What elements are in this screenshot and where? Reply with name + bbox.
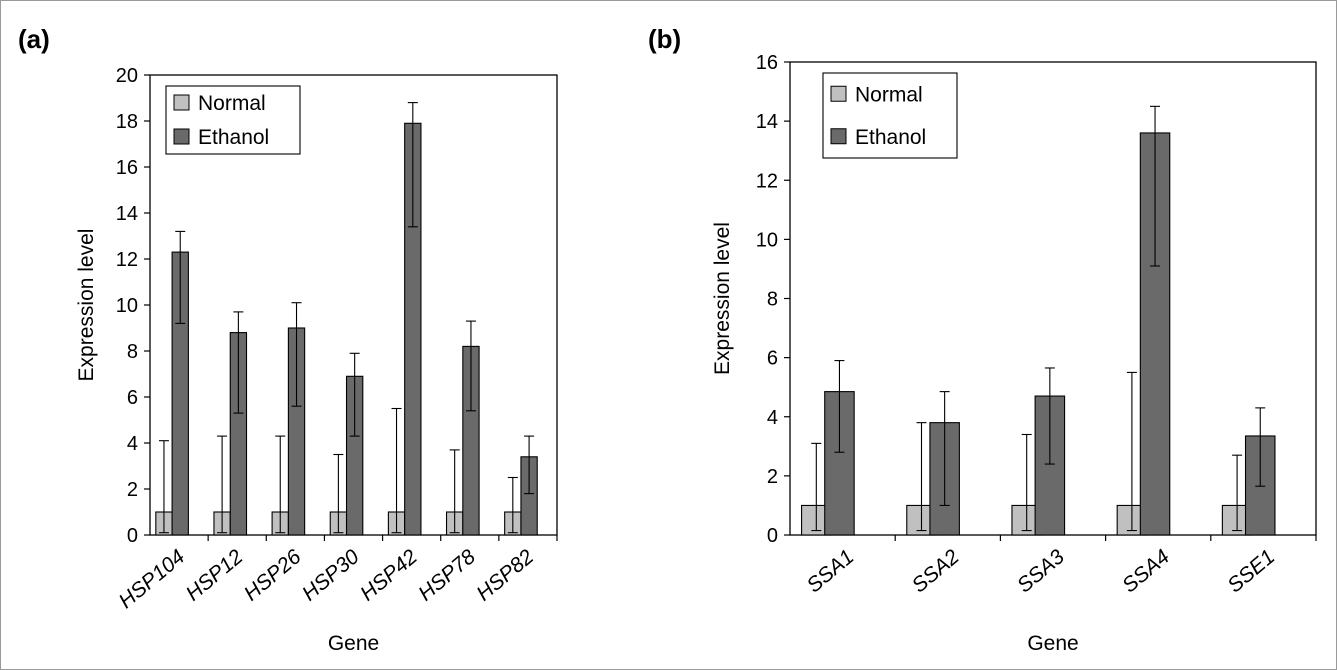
y-axis-title: Expression level	[75, 229, 98, 382]
x-tick-label: HSP78	[414, 545, 480, 606]
y-tick-label: 12	[756, 170, 778, 192]
y-tick-label: 8	[127, 341, 138, 363]
y-tick-label: 10	[756, 229, 778, 251]
y-tick-label: 4	[767, 407, 778, 429]
y-tick-label: 14	[756, 111, 778, 133]
y-tick-label: 16	[756, 52, 778, 74]
y-tick-label: 10	[116, 295, 138, 317]
y-tick-label: 0	[127, 525, 138, 547]
legend-label-normal: Normal	[198, 92, 266, 115]
chart-panel-a: (a) 0 2 4 6 8 10 12 14 16 18 20 Expression level Gene…	[18, 24, 558, 655]
y-tick-label: 12	[116, 249, 138, 271]
x-tick-label: HSP30	[298, 545, 364, 606]
x-axis-title: Gene	[1027, 632, 1078, 655]
x-tick-label: HSP26	[240, 545, 306, 606]
legend-swatch-ethanol	[173, 128, 190, 145]
x-axis-title: Gene	[328, 632, 379, 655]
x-tick-label: SSE1	[1223, 545, 1279, 597]
x-tick-label: SSA3	[1013, 545, 1069, 597]
legend-label-ethanol: Ethanol	[855, 126, 926, 149]
x-tick-label: HSP12	[182, 545, 248, 606]
x-tick-label: HSP82	[472, 545, 538, 606]
x-tick-label: SSA1	[803, 545, 859, 597]
y-tick-label: 6	[767, 348, 778, 370]
y-axis-title: Expression level	[711, 222, 734, 375]
legend-swatch-ethanol	[830, 128, 847, 145]
y-tick-label: 16	[116, 157, 138, 179]
x-tick-label: HSP42	[356, 545, 422, 606]
legend-label-normal: Normal	[855, 83, 923, 106]
y-tick-label: 8	[767, 289, 778, 311]
y-tick-label: 4	[127, 433, 138, 455]
panel-label: (a)	[18, 24, 50, 54]
y-tick-label: 18	[116, 111, 138, 133]
y-tick-label: 2	[127, 479, 138, 501]
legend-label-ethanol: Ethanol	[198, 126, 269, 149]
y-tick-label: 0	[767, 525, 778, 547]
y-tick-label: 2	[767, 466, 778, 488]
y-tick-label: 20	[116, 65, 138, 87]
legend-swatch-normal	[173, 94, 190, 111]
x-tick-label: SSA4	[1118, 545, 1174, 597]
chart-panel-b: (b) 0 2 4 6 8 10 12 14 16 Expression level Gene SSA1…	[648, 24, 1317, 655]
x-tick-label: SSA2	[908, 545, 964, 597]
x-tick-label: HSP104	[115, 545, 190, 613]
legend-swatch-normal	[830, 85, 847, 102]
panel-label: (b)	[648, 24, 681, 54]
y-tick-label: 6	[127, 387, 138, 409]
y-tick-label: 14	[116, 203, 138, 225]
